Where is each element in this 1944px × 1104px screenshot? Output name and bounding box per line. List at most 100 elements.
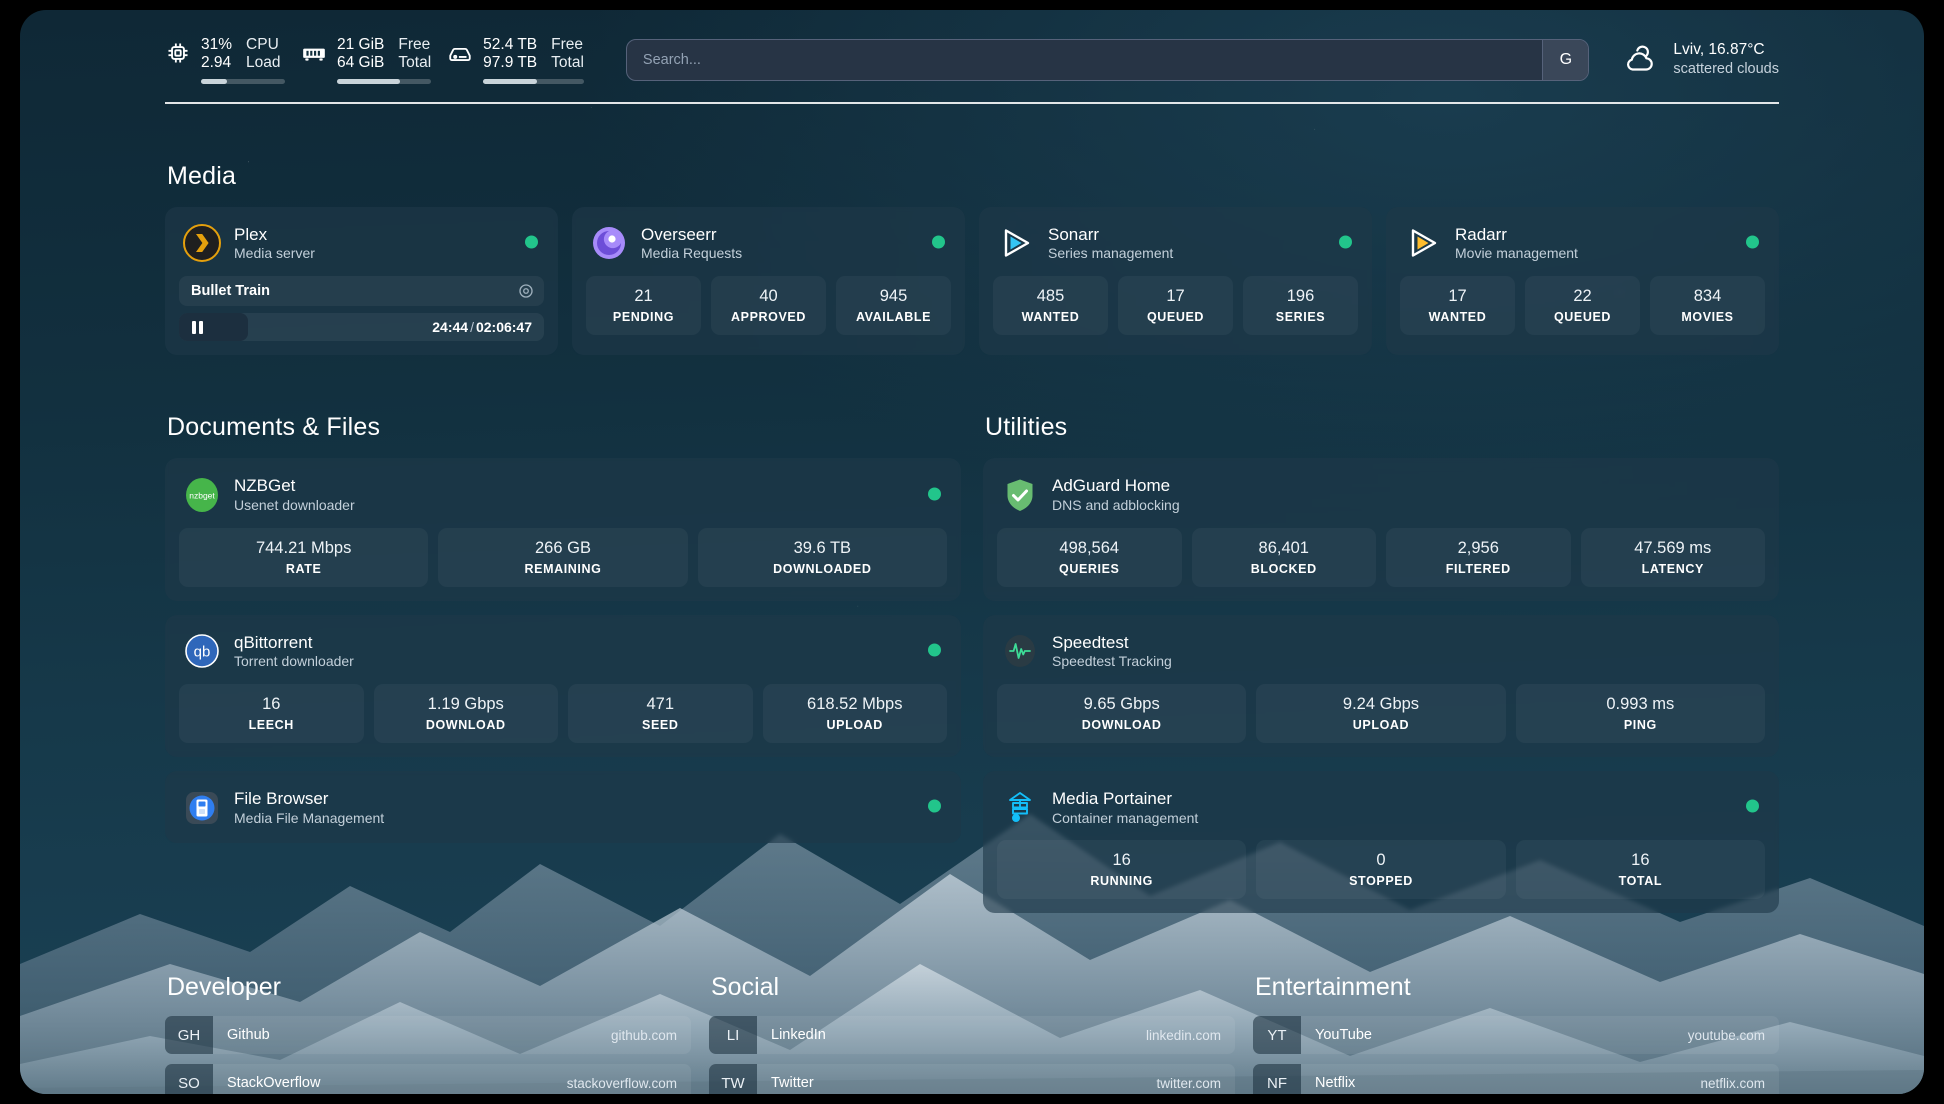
stat-tile[interactable]: 16 LEECH — [179, 684, 364, 743]
status-badge — [928, 799, 941, 813]
stat-tile[interactable]: 618.52 Mbps UPLOAD — [762, 684, 947, 743]
service-card-media-portainer[interactable]: Media Portainer Container management 16 … — [983, 770, 1779, 914]
stat-tile[interactable]: 17 WANTED — [1400, 276, 1515, 335]
media-card-row: Plex Media server Bullet Train — [165, 206, 1779, 356]
weather-location-temp: Lviv, 16.87°C — [1673, 41, 1765, 59]
bookmark-url: youtube.com — [1687, 1027, 1765, 1043]
bookmark-url: netflix.com — [1700, 1075, 1765, 1091]
stat-tile[interactable]: 9.65 Gbps DOWNLOAD — [997, 684, 1247, 743]
bookmark-group-title: Developer — [167, 973, 281, 1002]
ram-icon — [301, 40, 327, 70]
tile-label: DOWNLOADED — [773, 561, 872, 576]
stat-tile[interactable]: 196 SERIES — [1243, 276, 1358, 335]
service-card-sonarr[interactable]: Sonarr Series management 485 WANTED 17 Q… — [979, 206, 1372, 356]
tile-value: 0.993 ms — [1606, 695, 1675, 714]
stat-tile[interactable]: 945 AVAILABLE — [836, 276, 951, 335]
stat-tile[interactable]: 485 WANTED — [993, 276, 1108, 335]
memory-usage-bar — [337, 78, 432, 84]
bookmark-name: LinkedIn — [771, 1027, 826, 1044]
search-box[interactable]: G — [625, 38, 1590, 81]
service-card-speedtest[interactable]: Speedtest Speedtest Tracking 9.65 Gbps D… — [983, 614, 1779, 757]
bookmark-item-stackoverflow[interactable]: SO StackOverflow stackoverflow.com — [165, 1064, 691, 1094]
stat-tile[interactable]: 744.21 Mbps RATE — [179, 527, 429, 587]
tile-value: 17 — [1166, 287, 1185, 306]
stat-tile[interactable]: 16 RUNNING — [997, 840, 1247, 900]
card-header: Media Portainer Container management — [997, 785, 1765, 828]
bookmark-abbr: SO — [165, 1064, 213, 1094]
cpu-usage-bar — [201, 78, 285, 84]
cpu-load-value: 2.94 — [201, 54, 232, 72]
now-playing-progress[interactable]: 24:44/02:06:47 — [179, 313, 544, 342]
service-card-radarr[interactable]: Radarr Movie management 17 WANTED 22 QUE… — [1386, 206, 1779, 356]
pause-icon[interactable] — [192, 320, 203, 334]
bookmark-item-youtube[interactable]: YT YouTube youtube.com — [1253, 1016, 1779, 1055]
bookmark-name: StackOverflow — [227, 1075, 321, 1092]
bookmark-abbr: GH — [165, 1016, 213, 1055]
stat-tile[interactable]: 40 APPROVED — [711, 276, 826, 335]
bookmark-item-netflix[interactable]: NF Netflix netflix.com — [1253, 1064, 1779, 1094]
stat-tile[interactable]: 1.19 Gbps DOWNLOAD — [373, 684, 558, 743]
stat-tile[interactable]: 266 GB REMAINING — [438, 527, 688, 587]
tile-value: 196 — [1286, 287, 1315, 306]
bookmark-name: Netflix — [1315, 1075, 1356, 1092]
stat-tile[interactable]: 0.993 ms PING — [1515, 684, 1765, 743]
bookmark-item-linkedin[interactable]: LI LinkedIn linkedin.com — [709, 1016, 1235, 1055]
stat-cpu[interactable]: 31% 2.94 CPU Load — [165, 36, 301, 84]
status-badge — [928, 487, 941, 501]
bookmark-item-github[interactable]: GH Github github.com — [165, 1016, 691, 1055]
service-subtitle: Media Requests — [641, 245, 743, 262]
stat-tile[interactable]: 17 QUEUED — [1118, 276, 1233, 335]
bookmark-group-social: Social LI LinkedIn linkedin.com TW Twitt… — [709, 973, 1235, 1094]
tile-value: 1.19 Gbps — [427, 695, 504, 714]
tile-value: 744.21 Mbps — [255, 538, 352, 557]
service-card-nzbget[interactable]: nzbget NZBGet Usenet downloader 744.21 M… — [165, 458, 961, 601]
now-playing-title-bar: Bullet Train — [179, 276, 544, 307]
cast-icon[interactable] — [518, 283, 534, 299]
weather-widget[interactable]: Lviv, 16.87°C scattered clouds — [1615, 40, 1779, 79]
now-playing-time: 24:44/02:06:47 — [432, 319, 532, 335]
stat-tile[interactable]: 39.6 TB DOWNLOADED — [697, 527, 947, 587]
bookmark-groups: Developer GH Github github.com SO StackO… — [165, 973, 1779, 1094]
tile-value: 16 — [1112, 851, 1131, 870]
card-header: nzbget NZBGet Usenet downloader — [179, 472, 947, 515]
tile-label: DOWNLOAD — [1081, 717, 1162, 732]
service-card-qbittorrent[interactable]: qb qBittorrent Torrent downloader 16 LEE… — [165, 614, 961, 757]
stat-tile[interactable]: 498,564 QUERIES — [997, 527, 1182, 587]
stat-tile[interactable]: 16 TOTAL — [1515, 840, 1765, 900]
bookmark-item-twitter[interactable]: TW Twitter twitter.com — [709, 1064, 1235, 1094]
stat-tile[interactable]: 9.24 Gbps UPLOAD — [1256, 684, 1506, 743]
tile-value: 498,564 — [1059, 538, 1120, 557]
stat-tile[interactable]: 471 SEED — [568, 684, 753, 743]
tile-value: 16 — [1631, 851, 1650, 870]
disk-icon — [447, 40, 473, 70]
service-subtitle: Torrent downloader — [234, 653, 354, 670]
filebrowser-icon — [183, 789, 221, 827]
tile-value: 16 — [262, 695, 281, 714]
stat-tiles: 485 WANTED 17 QUEUED 196 SERIES — [993, 276, 1358, 335]
stat-tile[interactable]: 86,401 BLOCKED — [1191, 527, 1376, 587]
stat-memory[interactable]: 21 GiB 64 GiB Free Total — [301, 36, 447, 84]
stat-tile[interactable]: 47.569 ms LATENCY — [1580, 527, 1765, 587]
bookmark-url: stackoverflow.com — [566, 1075, 677, 1091]
stat-storage[interactable]: 52.4 TB 97.9 TB Free Total — [447, 36, 600, 84]
service-card-plex[interactable]: Plex Media server Bullet Train — [165, 206, 558, 356]
qbittorrent-icon: qb — [183, 632, 221, 670]
service-subtitle: Movie management — [1455, 245, 1578, 262]
service-name: Speedtest — [1052, 632, 1129, 652]
stat-tile[interactable]: 2,956 FILTERED — [1386, 527, 1571, 587]
service-subtitle: Media server — [234, 245, 315, 262]
tile-value: 86,401 — [1258, 538, 1309, 557]
stat-tile[interactable]: 0 STOPPED — [1256, 840, 1506, 900]
service-card-file-browser[interactable]: File Browser Media File Management — [165, 770, 961, 844]
search-engine-button[interactable]: G — [1542, 39, 1589, 80]
service-card-adguard-home[interactable]: AdGuard Home DNS and adblocking 498,564 … — [983, 458, 1779, 601]
elapsed-time: 24:44 — [432, 319, 469, 336]
status-badge — [1746, 799, 1759, 813]
search-input[interactable] — [626, 39, 1543, 80]
stat-tile[interactable]: 834 MOVIES — [1650, 276, 1765, 335]
stat-tile[interactable]: 22 QUEUED — [1525, 276, 1640, 335]
memory-total-value: 64 GiB — [337, 54, 385, 72]
service-card-overseerr[interactable]: Overseerr Media Requests 21 PENDING 40 A… — [572, 206, 965, 356]
stat-tile[interactable]: 21 PENDING — [586, 276, 701, 335]
